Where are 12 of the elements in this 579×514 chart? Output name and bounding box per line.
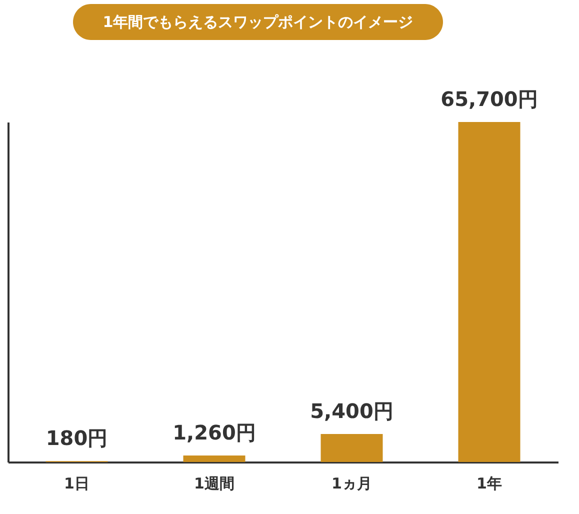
bar <box>458 122 520 462</box>
data-label: 1,260円 <box>172 420 256 444</box>
data-label: 5,400円 <box>310 399 394 424</box>
bar <box>183 455 246 462</box>
x-tick-label: 1ヵ月 <box>332 474 372 492</box>
data-label: 180円 <box>46 426 108 450</box>
x-tick-label: 1日 <box>64 474 90 492</box>
data-label: 65,700円 <box>440 87 538 111</box>
x-tick-label: 1年 <box>476 474 502 492</box>
chart-title: 1年間でもらえるスワップポイントのイメージ <box>102 13 414 31</box>
x-tick-label: 1週間 <box>194 474 234 492</box>
bar <box>320 434 383 462</box>
